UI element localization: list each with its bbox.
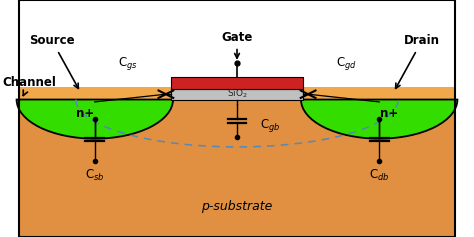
Text: Drain: Drain	[396, 34, 440, 88]
Bar	[19, 97, 455, 237]
Text: n+: n+	[380, 107, 398, 120]
Text: n+: n+	[76, 107, 94, 120]
Bar	[19, 87, 455, 101]
Wedge shape	[17, 100, 173, 139]
Text: C$_{sb}$: C$_{sb}$	[85, 168, 105, 183]
Text: C$_{gb}$: C$_{gb}$	[260, 117, 281, 134]
Text: p-substrate: p-substrate	[201, 200, 273, 213]
Text: Channel: Channel	[2, 77, 56, 96]
Wedge shape	[301, 100, 457, 139]
Text: C$_{db}$: C$_{db}$	[369, 168, 390, 183]
Text: Gate: Gate	[221, 31, 253, 58]
Bar	[171, 89, 303, 100]
Bar	[171, 77, 303, 89]
Text: C$_{gs}$: C$_{gs}$	[118, 55, 138, 73]
Text: SiO$_2$: SiO$_2$	[227, 88, 247, 100]
Text: Source: Source	[29, 34, 78, 88]
Text: C$_{gd}$: C$_{gd}$	[336, 55, 356, 73]
